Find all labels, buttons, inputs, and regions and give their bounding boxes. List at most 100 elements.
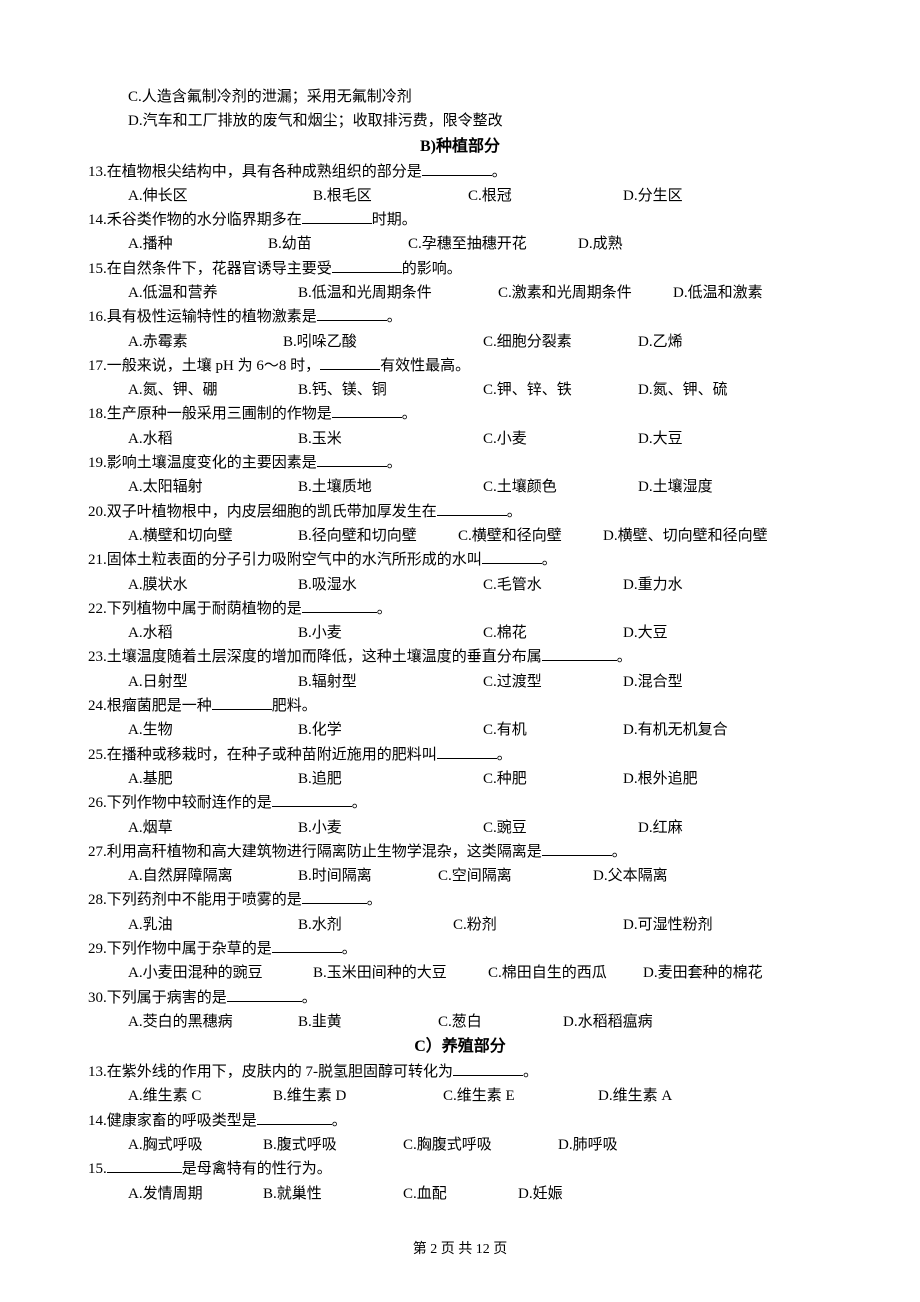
option: D.维生素 A bbox=[598, 1084, 672, 1108]
option: C.空间隔离 bbox=[438, 864, 593, 888]
question-stem: 24.根瘤菌肥是一种肥料。 bbox=[88, 694, 832, 718]
stem-text: 23.土壤温度随着土层深度的增加而降低，这种土壤温度的垂直分布属 bbox=[88, 649, 542, 665]
option: A.茭白的黑穗病 bbox=[88, 1010, 298, 1034]
option: D.土壤湿度 bbox=[638, 475, 713, 499]
option: A.生物 bbox=[88, 718, 298, 742]
stem-text: 时期。 bbox=[372, 212, 417, 228]
option: C.粉剂 bbox=[453, 913, 623, 937]
option: B.辐射型 bbox=[298, 670, 483, 694]
option: B.钙、镁、铜 bbox=[298, 378, 483, 402]
option: A.自然屏障隔离 bbox=[88, 864, 298, 888]
option-row: A.生物B.化学C.有机D.有机无机复合 bbox=[88, 718, 832, 742]
stem-text: 28.下列药剂中不能用于喷雾的是 bbox=[88, 892, 302, 908]
option: B.追肥 bbox=[298, 767, 483, 791]
option-row: A.烟草B.小麦C.豌豆D.红麻 bbox=[88, 816, 832, 840]
stem-text: 30.下列属于病害的是 bbox=[88, 990, 227, 1006]
option: D.麦田套种的棉花 bbox=[643, 961, 763, 985]
option: B.吸湿水 bbox=[298, 573, 483, 597]
option: C.过渡型 bbox=[483, 670, 623, 694]
stem-text: 是母禽特有的性行为。 bbox=[182, 1161, 332, 1177]
option-row: A.赤霉素B.吲哚乙酸C.细胞分裂素D.乙烯 bbox=[88, 330, 832, 354]
option: A.基肥 bbox=[88, 767, 298, 791]
stem-text: 19.影响土壤温度变化的主要因素是 bbox=[88, 455, 317, 471]
option-row: A.横壁和切向壁B.径向壁和切向壁C.横壁和径向壁D.横壁、切向壁和径向壁 bbox=[88, 524, 832, 548]
prev-option-d: D.汽车和工厂排放的废气和烟尘；收取排污费，限令整改 bbox=[88, 109, 832, 133]
option: D.分生区 bbox=[623, 184, 683, 208]
stem-text: 13.在紫外线的作用下，皮肤内的 7-脱氢胆固醇可转化为 bbox=[88, 1064, 453, 1080]
option: C.胸腹式呼吸 bbox=[403, 1133, 558, 1157]
stem-text: 。 bbox=[617, 649, 632, 665]
option: A.赤霉素 bbox=[88, 330, 283, 354]
option: C.维生素 E bbox=[443, 1084, 598, 1108]
question-stem: 14.健康家畜的呼吸类型是。 bbox=[88, 1109, 832, 1133]
blank bbox=[302, 889, 367, 904]
option: D.红麻 bbox=[638, 816, 683, 840]
blank bbox=[542, 841, 612, 856]
stem-text: 。 bbox=[612, 844, 627, 860]
page-footer: 第 2 页 共 12 页 bbox=[0, 1239, 920, 1262]
blank bbox=[107, 1158, 182, 1173]
question-stem: 13.在植物根尖结构中，具有各种成熟组织的部分是。 bbox=[88, 160, 832, 184]
option: C.激素和光周期条件 bbox=[498, 281, 673, 305]
option: B.土壤质地 bbox=[298, 475, 483, 499]
option: A.胸式呼吸 bbox=[88, 1133, 263, 1157]
option: C.豌豆 bbox=[483, 816, 638, 840]
option: A.发情周期 bbox=[88, 1182, 263, 1206]
option: C.孕穗至抽穗开花 bbox=[408, 232, 578, 256]
option: C.细胞分裂素 bbox=[483, 330, 638, 354]
option: B.根毛区 bbox=[313, 184, 468, 208]
blank bbox=[482, 549, 542, 564]
option-row: A.播种B.幼苗C.孕穗至抽穗开花D.成熟 bbox=[88, 232, 832, 256]
option: D.成熟 bbox=[578, 232, 623, 256]
question-stem: 29.下列作物中属于杂草的是。 bbox=[88, 937, 832, 961]
question-stem: 17.一般来说，土壤 pH 为 6～8 时，有效性最高。 bbox=[88, 354, 832, 378]
section-b-body: 13.在植物根尖结构中，具有各种成熟组织的部分是。A.伸长区B.根毛区C.根冠D… bbox=[88, 160, 832, 1035]
option: A.水稻 bbox=[88, 621, 298, 645]
question-stem: 20.双子叶植物根中，内皮层细胞的凯氏带加厚发生在。 bbox=[88, 500, 832, 524]
option: A.播种 bbox=[88, 232, 268, 256]
question-stem: 23.土壤温度随着土层深度的增加而降低，这种土壤温度的垂直分布属 。 bbox=[88, 645, 832, 669]
blank bbox=[302, 598, 377, 613]
blank bbox=[272, 938, 342, 953]
stem-text: 有效性最高。 bbox=[380, 358, 470, 374]
option: B.小麦 bbox=[298, 816, 483, 840]
option-row: A.发情周期B.就巢性C.血配D.妊娠 bbox=[88, 1182, 832, 1206]
blank bbox=[332, 258, 402, 273]
stem-text: 25.在播种或移栽时，在种子或种苗附近施用的肥料叫 bbox=[88, 747, 437, 763]
stem-text: 15. bbox=[88, 1161, 107, 1177]
option: B.维生素 D bbox=[273, 1084, 443, 1108]
option-row: A.自然屏障隔离B.时间隔离C.空间隔离D.父本隔离 bbox=[88, 864, 832, 888]
blank bbox=[320, 355, 380, 370]
prev-option-c: C.人造含氟制冷剂的泄漏；采用无氟制冷剂 bbox=[88, 85, 832, 109]
option: C.小麦 bbox=[483, 427, 638, 451]
stem-text: 。 bbox=[367, 892, 382, 908]
question-stem: 13.在紫外线的作用下，皮肤内的 7-脱氢胆固醇可转化为。 bbox=[88, 1060, 832, 1084]
question-stem: 26.下列作物中较耐连作的是。 bbox=[88, 791, 832, 815]
option-row: A.水稻B.玉米C.小麦D.大豆 bbox=[88, 427, 832, 451]
option-row: A.水稻B.小麦C.棉花D.大豆 bbox=[88, 621, 832, 645]
question-stem: 19.影响土壤温度变化的主要因素是。 bbox=[88, 451, 832, 475]
option: B.径向壁和切向壁 bbox=[298, 524, 458, 548]
option: D.横壁、切向壁和径向壁 bbox=[603, 524, 768, 548]
stem-text: 16.具有极性运输特性的植物激素是 bbox=[88, 309, 317, 325]
stem-text: 。 bbox=[332, 1113, 347, 1129]
option: B.低温和光周期条件 bbox=[298, 281, 498, 305]
stem-text: 20.双子叶植物根中，内皮层细胞的凯氏带加厚发生在 bbox=[88, 504, 437, 520]
option: D.水稻稻瘟病 bbox=[563, 1010, 653, 1034]
option: B.小麦 bbox=[298, 621, 483, 645]
option: A.水稻 bbox=[88, 427, 298, 451]
option-row: A.膜状水B.吸湿水C.毛管水D.重力水 bbox=[88, 573, 832, 597]
question-stem: 16.具有极性运输特性的植物激素是。 bbox=[88, 305, 832, 329]
option: C.钾、锌、铁 bbox=[483, 378, 638, 402]
option: C.棉花 bbox=[483, 621, 623, 645]
blank bbox=[453, 1061, 523, 1076]
option: B.就巢性 bbox=[263, 1182, 403, 1206]
blank bbox=[542, 646, 617, 661]
blank bbox=[422, 161, 492, 176]
stem-text: 29.下列作物中属于杂草的是 bbox=[88, 941, 272, 957]
option-row: A.伸长区B.根毛区C.根冠D.分生区 bbox=[88, 184, 832, 208]
stem-text: 的影响。 bbox=[402, 261, 462, 277]
stem-text: 。 bbox=[352, 795, 367, 811]
option: B.韭黄 bbox=[298, 1010, 438, 1034]
question-stem: 14.禾谷类作物的水分临界期多在时期。 bbox=[88, 208, 832, 232]
